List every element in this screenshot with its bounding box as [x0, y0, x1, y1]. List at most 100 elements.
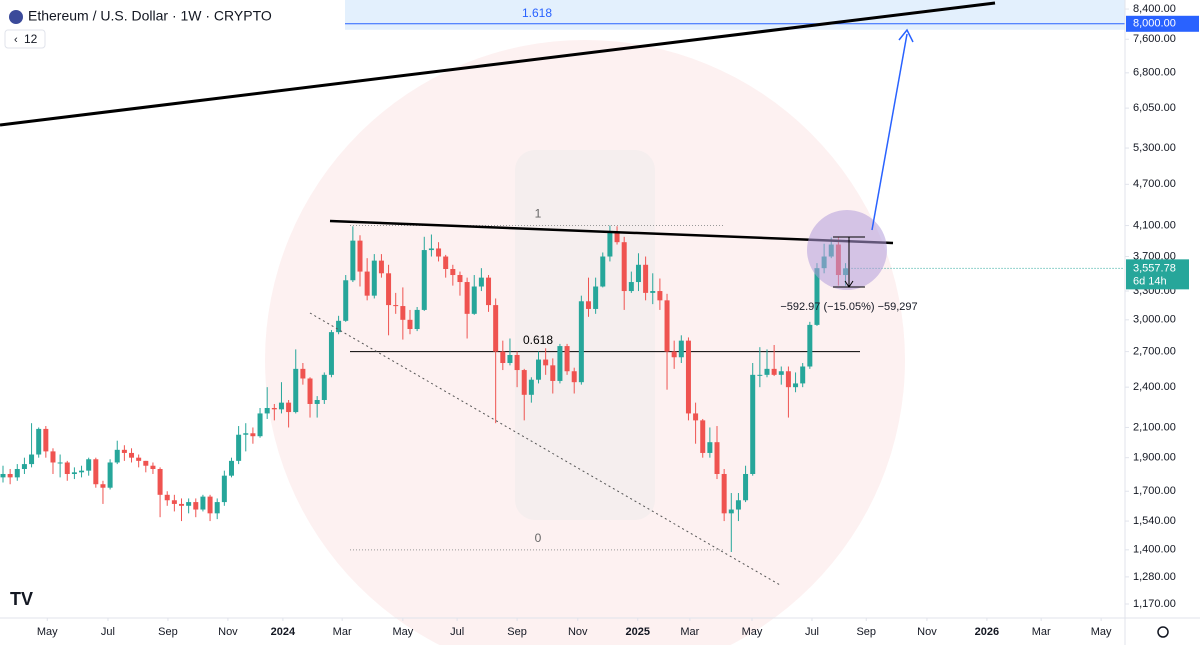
candle-body [107, 462, 113, 488]
candle-body [57, 462, 63, 464]
x-tick-label: May [392, 626, 413, 638]
candle-body [486, 277, 492, 306]
candle-body [500, 351, 506, 364]
indicator-toggle-arrow[interactable]: ‹ [14, 34, 18, 46]
candle-body [86, 459, 92, 471]
candle-body [685, 340, 691, 414]
x-tick-label: Sep [507, 626, 527, 638]
countdown: 6d 14h [1133, 275, 1167, 287]
candle-body [193, 502, 199, 510]
candle-body [407, 319, 413, 330]
settings-icon[interactable] [1157, 626, 1169, 638]
y-tick-label: 1,400.00 [1133, 544, 1176, 556]
indicator-toggle[interactable] [4, 29, 46, 49]
candle-body [807, 324, 813, 367]
candle-body [507, 354, 513, 364]
price-tag-bg [1126, 15, 1199, 32]
candle-body [543, 359, 549, 366]
x-tick-label: Jul [805, 626, 819, 638]
x-tick-label: Nov [568, 626, 588, 638]
candle-body [585, 301, 591, 309]
candle-body [186, 502, 192, 506]
x-tick-label: Mar [1032, 626, 1051, 638]
x-tick-label: Sep [856, 626, 876, 638]
y-tick-label: 2,700.00 [1133, 346, 1176, 358]
candle-body [528, 379, 534, 395]
candle-body [650, 291, 656, 293]
x-tick-label: Sep [158, 626, 178, 638]
candle-body [350, 240, 356, 281]
candle-body [521, 370, 527, 395]
candle-body [21, 464, 27, 470]
highlight-circle [807, 210, 887, 290]
candle-body [464, 282, 470, 314]
candle-body [278, 402, 284, 410]
candle-body [378, 260, 384, 274]
y-tick-label: 3,000.00 [1133, 314, 1176, 326]
x-tick-label: Mar [333, 626, 352, 638]
candle-body [100, 484, 106, 488]
candle-body [29, 454, 35, 465]
candle-body [0, 473, 6, 478]
candle-body [400, 306, 406, 320]
candle-body [750, 374, 756, 474]
y-tick-label: 7,600.00 [1133, 33, 1176, 45]
candle-body [635, 264, 641, 283]
candle-body [136, 457, 142, 461]
candle-body [607, 232, 613, 257]
symbol-icon [9, 10, 23, 24]
candle-body [778, 371, 784, 375]
candle-body [700, 420, 706, 453]
candle-body [536, 359, 542, 380]
candle-body [14, 469, 20, 478]
candle-body [293, 368, 299, 413]
candle-body [50, 451, 56, 463]
candle-body [129, 452, 135, 458]
last-price-label: 3,557.78 [1133, 262, 1176, 274]
candle-body [143, 460, 149, 466]
candle-body [678, 340, 684, 358]
measure-label: −592.97 (−15.05%) −59,297 [780, 301, 917, 313]
candle-body [64, 462, 70, 474]
y-tick-label: 1,540.00 [1133, 515, 1176, 527]
candle-body [343, 280, 349, 321]
candle-body [321, 374, 327, 401]
candle-body [414, 309, 420, 330]
x-tick-label: Jul [450, 626, 464, 638]
y-tick-label: 6,800.00 [1133, 67, 1176, 79]
candle-body [714, 442, 720, 474]
candle-body [121, 449, 127, 453]
candle-body [71, 472, 77, 474]
fib-label: 1 [535, 207, 542, 221]
candle-body [436, 248, 442, 257]
trendline [0, 1, 996, 127]
candle-body [743, 473, 749, 501]
candle-body [428, 248, 434, 251]
indicator-count[interactable]: 12 [24, 32, 38, 46]
y-tick-label: 2,400.00 [1133, 381, 1176, 393]
candle-body [328, 332, 334, 375]
tv-logo[interactable]: TV [10, 589, 33, 609]
candle-body [264, 407, 270, 414]
candle-body [564, 346, 570, 372]
candle-body [79, 470, 85, 473]
candle-body [371, 260, 377, 296]
y-tick-label: 1,900.00 [1133, 452, 1176, 464]
watermark-logo [515, 150, 655, 520]
y-tick-label: 5,300.00 [1133, 142, 1176, 154]
candle-body [600, 256, 606, 287]
candle-body [707, 442, 713, 453]
fib-label: 0.618 [523, 333, 553, 347]
arrow-head [898, 28, 914, 43]
candle-body [300, 368, 306, 379]
candle-body [721, 473, 727, 514]
symbol-title[interactable]: Ethereum / U.S. Dollar · 1W · CRYPTO [28, 8, 272, 24]
candle-body [179, 503, 185, 506]
trendline [329, 219, 894, 245]
y-tick-label: 1,170.00 [1133, 598, 1176, 610]
candle-body [393, 305, 399, 307]
candle-body [657, 291, 663, 301]
candle-body [757, 374, 763, 376]
candle-body [386, 273, 392, 306]
